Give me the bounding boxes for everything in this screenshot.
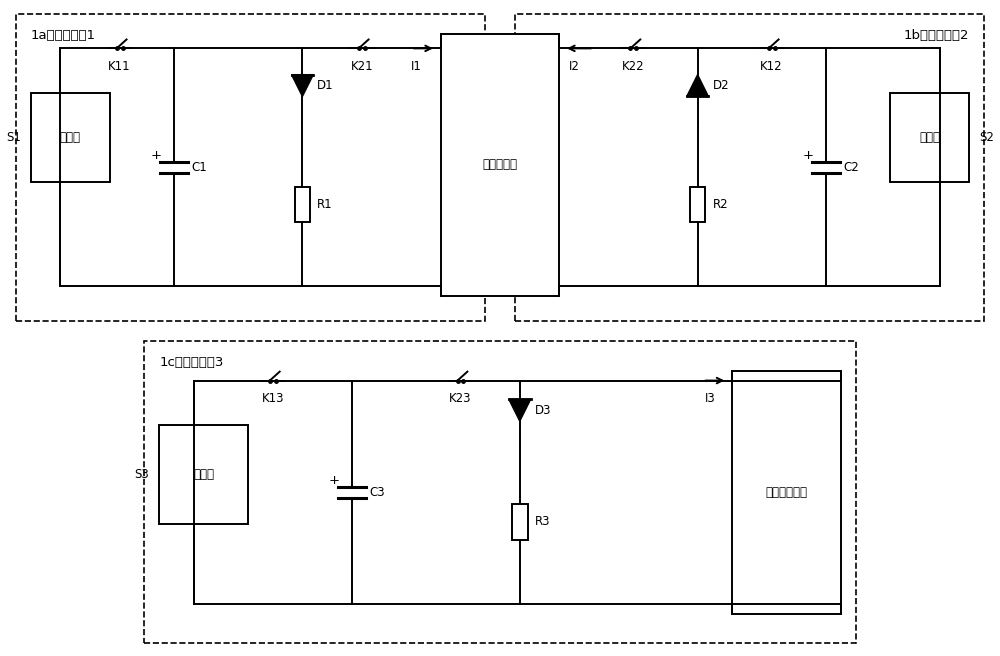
Polygon shape xyxy=(509,400,531,421)
Text: K22: K22 xyxy=(622,60,645,73)
Text: D3: D3 xyxy=(535,404,551,417)
Text: C1: C1 xyxy=(192,161,208,174)
Text: C2: C2 xyxy=(844,161,860,174)
Bar xyxy=(441,33,559,297)
Text: K23: K23 xyxy=(449,392,472,405)
Bar xyxy=(295,187,310,222)
Text: K12: K12 xyxy=(760,60,783,73)
Text: 充电机: 充电机 xyxy=(193,468,214,482)
Bar xyxy=(16,14,485,321)
Text: S1: S1 xyxy=(6,131,21,144)
Bar xyxy=(144,341,856,644)
Bar xyxy=(732,371,841,613)
Text: R3: R3 xyxy=(535,516,550,528)
Text: S3: S3 xyxy=(135,468,149,482)
Text: 1a：脉冲电源1: 1a：脉冲电源1 xyxy=(31,29,96,41)
Polygon shape xyxy=(687,75,708,96)
Text: +: + xyxy=(329,474,340,487)
Bar xyxy=(515,14,984,321)
Polygon shape xyxy=(292,75,313,96)
Text: K11: K11 xyxy=(108,60,131,73)
Bar xyxy=(890,93,969,182)
Text: +: + xyxy=(151,149,162,162)
Text: 亚姆霍兹线圈: 亚姆霍兹线圈 xyxy=(766,485,808,499)
Bar xyxy=(31,93,110,182)
Text: S2: S2 xyxy=(979,131,994,144)
Bar xyxy=(690,187,705,222)
Bar xyxy=(159,425,248,524)
Text: 1c：脉冲电源3: 1c：脉冲电源3 xyxy=(159,356,224,369)
Text: R2: R2 xyxy=(712,198,728,211)
Text: D2: D2 xyxy=(712,79,729,92)
Text: D1: D1 xyxy=(317,79,334,92)
Text: I1: I1 xyxy=(411,60,421,73)
Text: K13: K13 xyxy=(262,392,284,405)
Text: I3: I3 xyxy=(705,392,716,405)
Text: 充电机: 充电机 xyxy=(60,131,81,144)
Text: 1b：脉冲电源2: 1b：脉冲电源2 xyxy=(904,29,969,41)
Text: I2: I2 xyxy=(569,60,580,73)
Text: C3: C3 xyxy=(370,485,385,499)
Text: R1: R1 xyxy=(317,198,333,211)
Text: 充电机: 充电机 xyxy=(919,131,940,144)
Bar xyxy=(512,504,528,540)
Text: K21: K21 xyxy=(350,60,373,73)
Text: 钓合金坏料: 钓合金坏料 xyxy=(483,158,518,171)
Text: +: + xyxy=(803,149,814,162)
